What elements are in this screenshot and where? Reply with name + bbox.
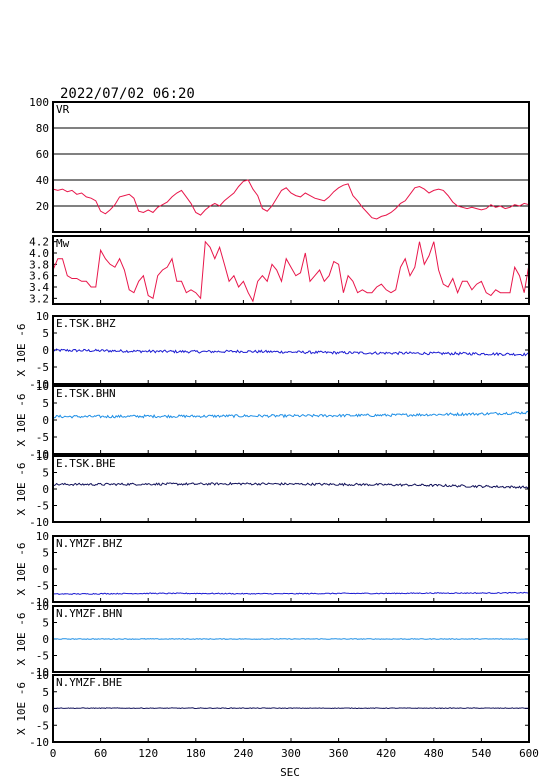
- y-tick-label: 0: [42, 483, 49, 496]
- y-tick-label: -5: [36, 361, 49, 374]
- series-line-vr: [52, 179, 530, 220]
- y-tick-label: 3.6: [29, 270, 49, 283]
- panel-frame: [52, 455, 530, 523]
- y-tick-label: 20: [36, 200, 49, 213]
- panel-frame: [52, 235, 530, 305]
- panel-vr: 20 40 60 80 100 VR: [29, 96, 530, 233]
- y-tick-label: -5: [36, 719, 49, 732]
- x-tick-label: 300: [281, 747, 301, 760]
- channel-label: Mw: [56, 237, 70, 250]
- x-tick-label: 120: [138, 747, 158, 760]
- channel-label: E.TSK.BHE: [56, 457, 116, 470]
- channel-label: E.TSK.BHZ: [56, 317, 116, 330]
- series-line-e_bhe: [52, 481, 530, 490]
- y-tick-label: 5: [42, 327, 49, 340]
- channel-label: VR: [56, 103, 70, 116]
- y-axis-label: X 10E -6: [15, 324, 28, 377]
- y-tick-label: 5: [42, 397, 49, 410]
- panel-n_bhe: -10 -5 0 5 10 N.YMZF.BHE X 10E -6: [15, 669, 530, 749]
- panel-e_bhe: -10 -5 0 5 10 E.TSK.BHE X 10E -6: [15, 450, 530, 529]
- panel-n_bhn: -10 -5 0 5 10 N.YMZF.BHN X 10E -6: [15, 600, 530, 679]
- y-tick-label: -5: [36, 500, 49, 513]
- y-tick-label: 4.2: [29, 236, 49, 249]
- series-line-n_bhn: [52, 638, 530, 640]
- channel-label: N.YMZF.BHZ: [56, 537, 123, 550]
- x-tick-label: 60: [94, 747, 107, 760]
- y-tick-label: 0: [42, 414, 49, 427]
- panel-frame: [52, 674, 530, 743]
- x-tick-label: 540: [471, 747, 491, 760]
- y-tick-label: 5: [42, 617, 49, 630]
- y-tick-label: 4.0: [29, 247, 49, 260]
- x-axis: 0 60 120 180 240 300 360 420 480 540 600: [50, 747, 539, 760]
- y-tick-label: -10: [29, 516, 49, 529]
- y-tick-label: 0: [42, 344, 49, 357]
- panel-n_bhz: -10 -5 0 5 10 N.YMZF.BHZ X 10E -6: [15, 530, 530, 609]
- y-tick-label: 3.4: [29, 281, 49, 294]
- panel-frame: [52, 535, 530, 603]
- x-tick-label: 480: [424, 747, 444, 760]
- y-tick-label: 10: [36, 450, 49, 463]
- x-tick-label: 0: [50, 747, 57, 760]
- y-tick-label: 10: [36, 380, 49, 393]
- y-tick-label: -10: [29, 378, 49, 391]
- panel-e_bhn: -10 -5 0 5 10 E.TSK.BHN X 10E -6: [15, 380, 530, 461]
- y-tick-label: -5: [36, 650, 49, 663]
- y-tick-label: 10: [36, 600, 49, 613]
- series-line-e_bhn: [52, 410, 530, 419]
- series-line-n_bhe: [53, 707, 530, 710]
- y-tick-label: 100: [29, 96, 49, 109]
- y-axis-label: X 10E -6: [15, 682, 28, 735]
- panel-frame: [52, 385, 530, 455]
- panel-frame: [52, 315, 530, 385]
- x-tick-label: 420: [376, 747, 396, 760]
- x-tick-label: 360: [329, 747, 349, 760]
- y-tick-label: -10: [29, 596, 49, 609]
- y-tick-label: 10: [36, 310, 49, 323]
- y-axis-label: X 10E -6: [15, 394, 28, 447]
- x-tick-label: 240: [233, 747, 253, 760]
- x-axis-label: SEC: [280, 766, 300, 779]
- panel-e_bhz: -10 -5 0 5 10 E.TSK.BHZ X 10E -6: [15, 310, 530, 391]
- y-axis-label: X 10E -6: [15, 613, 28, 666]
- y-tick-label: 5: [42, 686, 49, 699]
- y-tick-label: 10: [36, 669, 49, 682]
- y-tick-label: 0: [42, 563, 49, 576]
- y-tick-label: 60: [36, 148, 49, 161]
- y-axis-label: X 10E -6: [15, 543, 28, 596]
- series-line-e_bhz: [52, 348, 530, 357]
- channel-label: E.TSK.BHN: [56, 387, 116, 400]
- y-tick-label: 5: [42, 467, 49, 480]
- datetime-label: 2022/07/02 06:20: [60, 86, 195, 102]
- y-tick-label: 80: [36, 122, 49, 135]
- y-tick-label: 3.2: [29, 292, 49, 305]
- y-tick-label: 5: [42, 547, 49, 560]
- y-tick-label: -5: [36, 431, 49, 444]
- y-tick-label: 3.8: [29, 258, 49, 271]
- x-tick-label: 180: [186, 747, 206, 760]
- series-line-n_bhz: [52, 591, 530, 595]
- y-tick-label: -10: [29, 448, 49, 461]
- panel-frame: [52, 101, 530, 233]
- x-tick-label: 600: [519, 747, 539, 760]
- y-axis-label: X 10E -6: [15, 463, 28, 516]
- y-tick-label: 0: [42, 633, 49, 646]
- y-tick-label: 40: [36, 174, 49, 187]
- channel-label: N.YMZF.BHN: [56, 607, 122, 620]
- panel-frame: [52, 605, 530, 673]
- y-tick-label: -5: [36, 580, 49, 593]
- channel-label: N.YMZF.BHE: [56, 676, 122, 689]
- series-line-mw: [52, 240, 530, 303]
- panel-mw: 3.23.43.63.84.04.2 Mw: [29, 235, 530, 305]
- y-tick-label: 10: [36, 530, 49, 543]
- y-tick-label: -10: [29, 666, 49, 679]
- y-tick-label: -10: [29, 736, 49, 749]
- y-tick-label: 0: [42, 703, 49, 716]
